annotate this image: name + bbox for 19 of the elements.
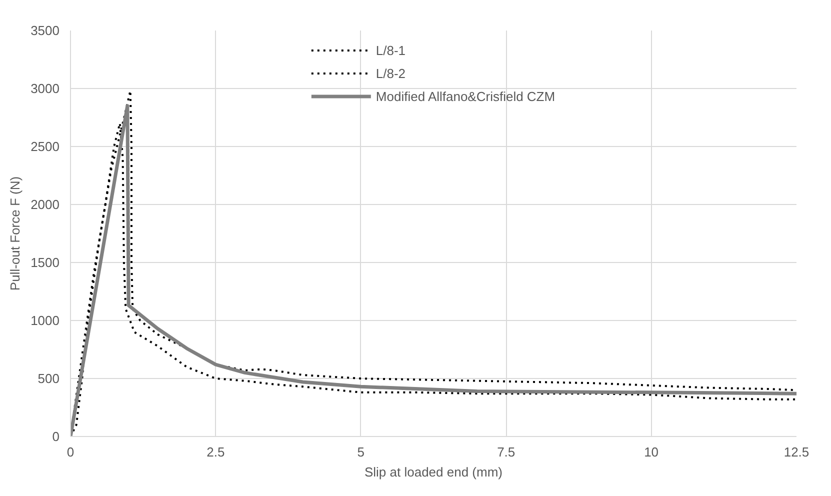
legend-label: L/8-1 (376, 42, 406, 58)
x-tick-label: 0 (66, 444, 74, 460)
y-tick-label: 1000 (30, 313, 60, 328)
y-tick-label: 3500 (30, 23, 60, 38)
x-tick-label: 7.5 (497, 444, 516, 460)
legend-label: L/8-2 (376, 66, 406, 80)
y-tick-label: 500 (38, 371, 60, 386)
y-axis-title: Pull-out Force F (N) (8, 176, 23, 291)
y-tick-label: 2500 (30, 139, 60, 154)
x-tick-label: 2.5 (206, 444, 225, 460)
y-tick-label: 1500 (30, 255, 60, 270)
x-axis-title: Slip at loaded end (mm) (364, 464, 503, 480)
y-tick-label: 0 (52, 429, 60, 444)
legend-label: Modified Allfano&Crisfield CZM (376, 88, 556, 104)
y-tick-label: 2000 (30, 197, 60, 212)
x-tick-label: 10 (644, 444, 659, 460)
y-tick-label: 3000 (30, 81, 60, 96)
x-tick-label: 12.5 (784, 444, 810, 460)
x-tick-label: 5 (357, 444, 365, 460)
